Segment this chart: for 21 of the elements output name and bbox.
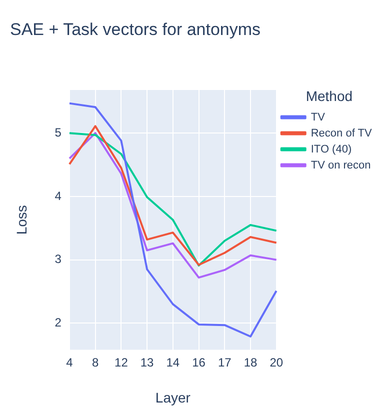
x-tick-label: 14 [166, 355, 180, 370]
legend-title: Method [306, 88, 353, 104]
y-tick-label: 4 [54, 188, 62, 203]
y-tick-label: 3 [54, 252, 62, 266]
x-tick-label: 8 [92, 355, 99, 370]
y-axis-title: Loss [13, 205, 30, 235]
legend-label: ITO (40) [310, 143, 352, 156]
legend-label: Recon of TV [310, 127, 372, 140]
y-tick-label: 2 [54, 316, 62, 330]
chart-title: SAE + Task vectors for antonyms [10, 20, 261, 40]
y-tick-label: 5 [54, 125, 62, 140]
legend-label: TV on recon [310, 159, 371, 172]
legend-label: TV [310, 111, 326, 124]
x-axis-title: Layer [155, 389, 191, 406]
x-tick-label: 4 [66, 355, 74, 370]
x-tick-label: 17 [218, 355, 232, 370]
x-tick-label: 18 [244, 355, 258, 370]
x-tick-label: 13 [140, 355, 154, 370]
x-tick-label: 12 [114, 355, 128, 370]
x-tick-label: 16 [192, 355, 206, 370]
x-tick-label: 20 [270, 355, 284, 370]
